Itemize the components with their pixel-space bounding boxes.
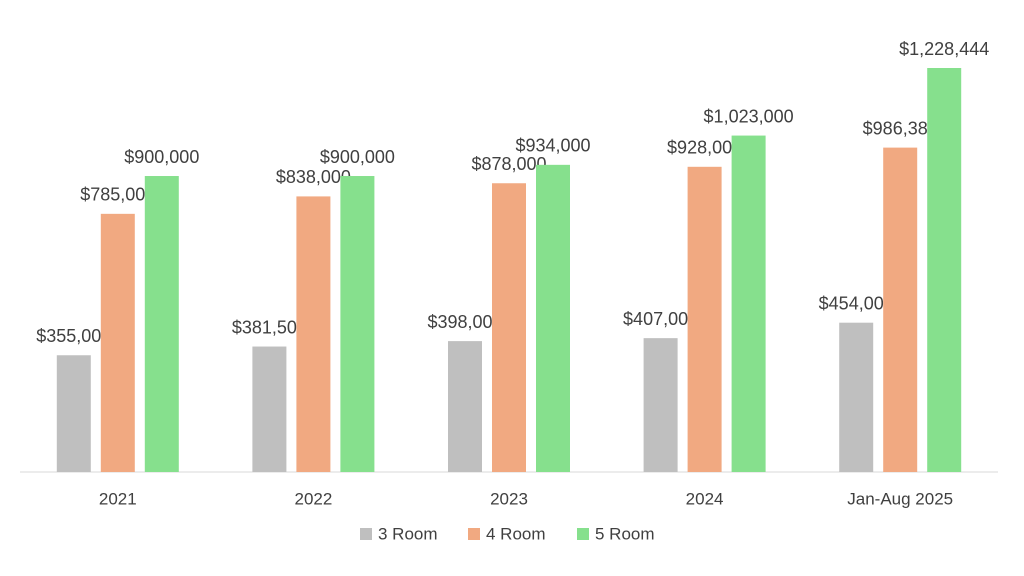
data-label: $398,000	[427, 312, 502, 332]
data-label: $900,000	[320, 147, 395, 167]
data-label: $878,000	[471, 154, 546, 174]
bar	[56, 355, 91, 472]
legend-label: 3 Room	[378, 524, 438, 543]
bar	[296, 196, 331, 473]
x-tick-label: 2023	[490, 489, 528, 508]
legend-label: 4 Room	[486, 524, 546, 543]
data-label: $785,000	[80, 185, 155, 205]
data-label: $1,228,444	[899, 39, 989, 59]
data-label: $1,023,000	[704, 106, 794, 126]
bar	[687, 166, 722, 472]
data-label: $454,000	[819, 293, 894, 313]
data-label: $986,388	[863, 118, 938, 138]
bar	[536, 164, 570, 473]
data-label: $928,000	[667, 138, 742, 158]
data-label: $900,000	[124, 147, 199, 167]
x-tick-label: 2024	[686, 489, 724, 508]
bar	[340, 176, 375, 472]
bar	[839, 322, 874, 472]
legend-swatch	[577, 528, 589, 540]
bar	[448, 341, 482, 472]
x-tick-label: 2021	[99, 489, 137, 508]
bar	[144, 176, 179, 472]
data-label: $838,000	[276, 167, 351, 187]
legend-swatch	[360, 528, 372, 540]
x-tick-label: 2022	[294, 489, 332, 508]
data-label: $355,000	[36, 326, 111, 346]
legend-label: 5 Room	[595, 524, 655, 543]
bar	[883, 147, 918, 472]
x-tick-label: Jan-Aug 2025	[847, 489, 953, 508]
legend-swatch	[468, 528, 480, 540]
data-label: $381,500	[232, 317, 307, 337]
data-label: $407,000	[623, 309, 698, 329]
bar	[100, 213, 135, 473]
bar	[927, 68, 962, 472]
bar	[731, 135, 766, 472]
data-label: $934,000	[515, 136, 590, 156]
bar	[492, 183, 526, 472]
bar	[643, 338, 678, 472]
bar	[252, 346, 287, 472]
